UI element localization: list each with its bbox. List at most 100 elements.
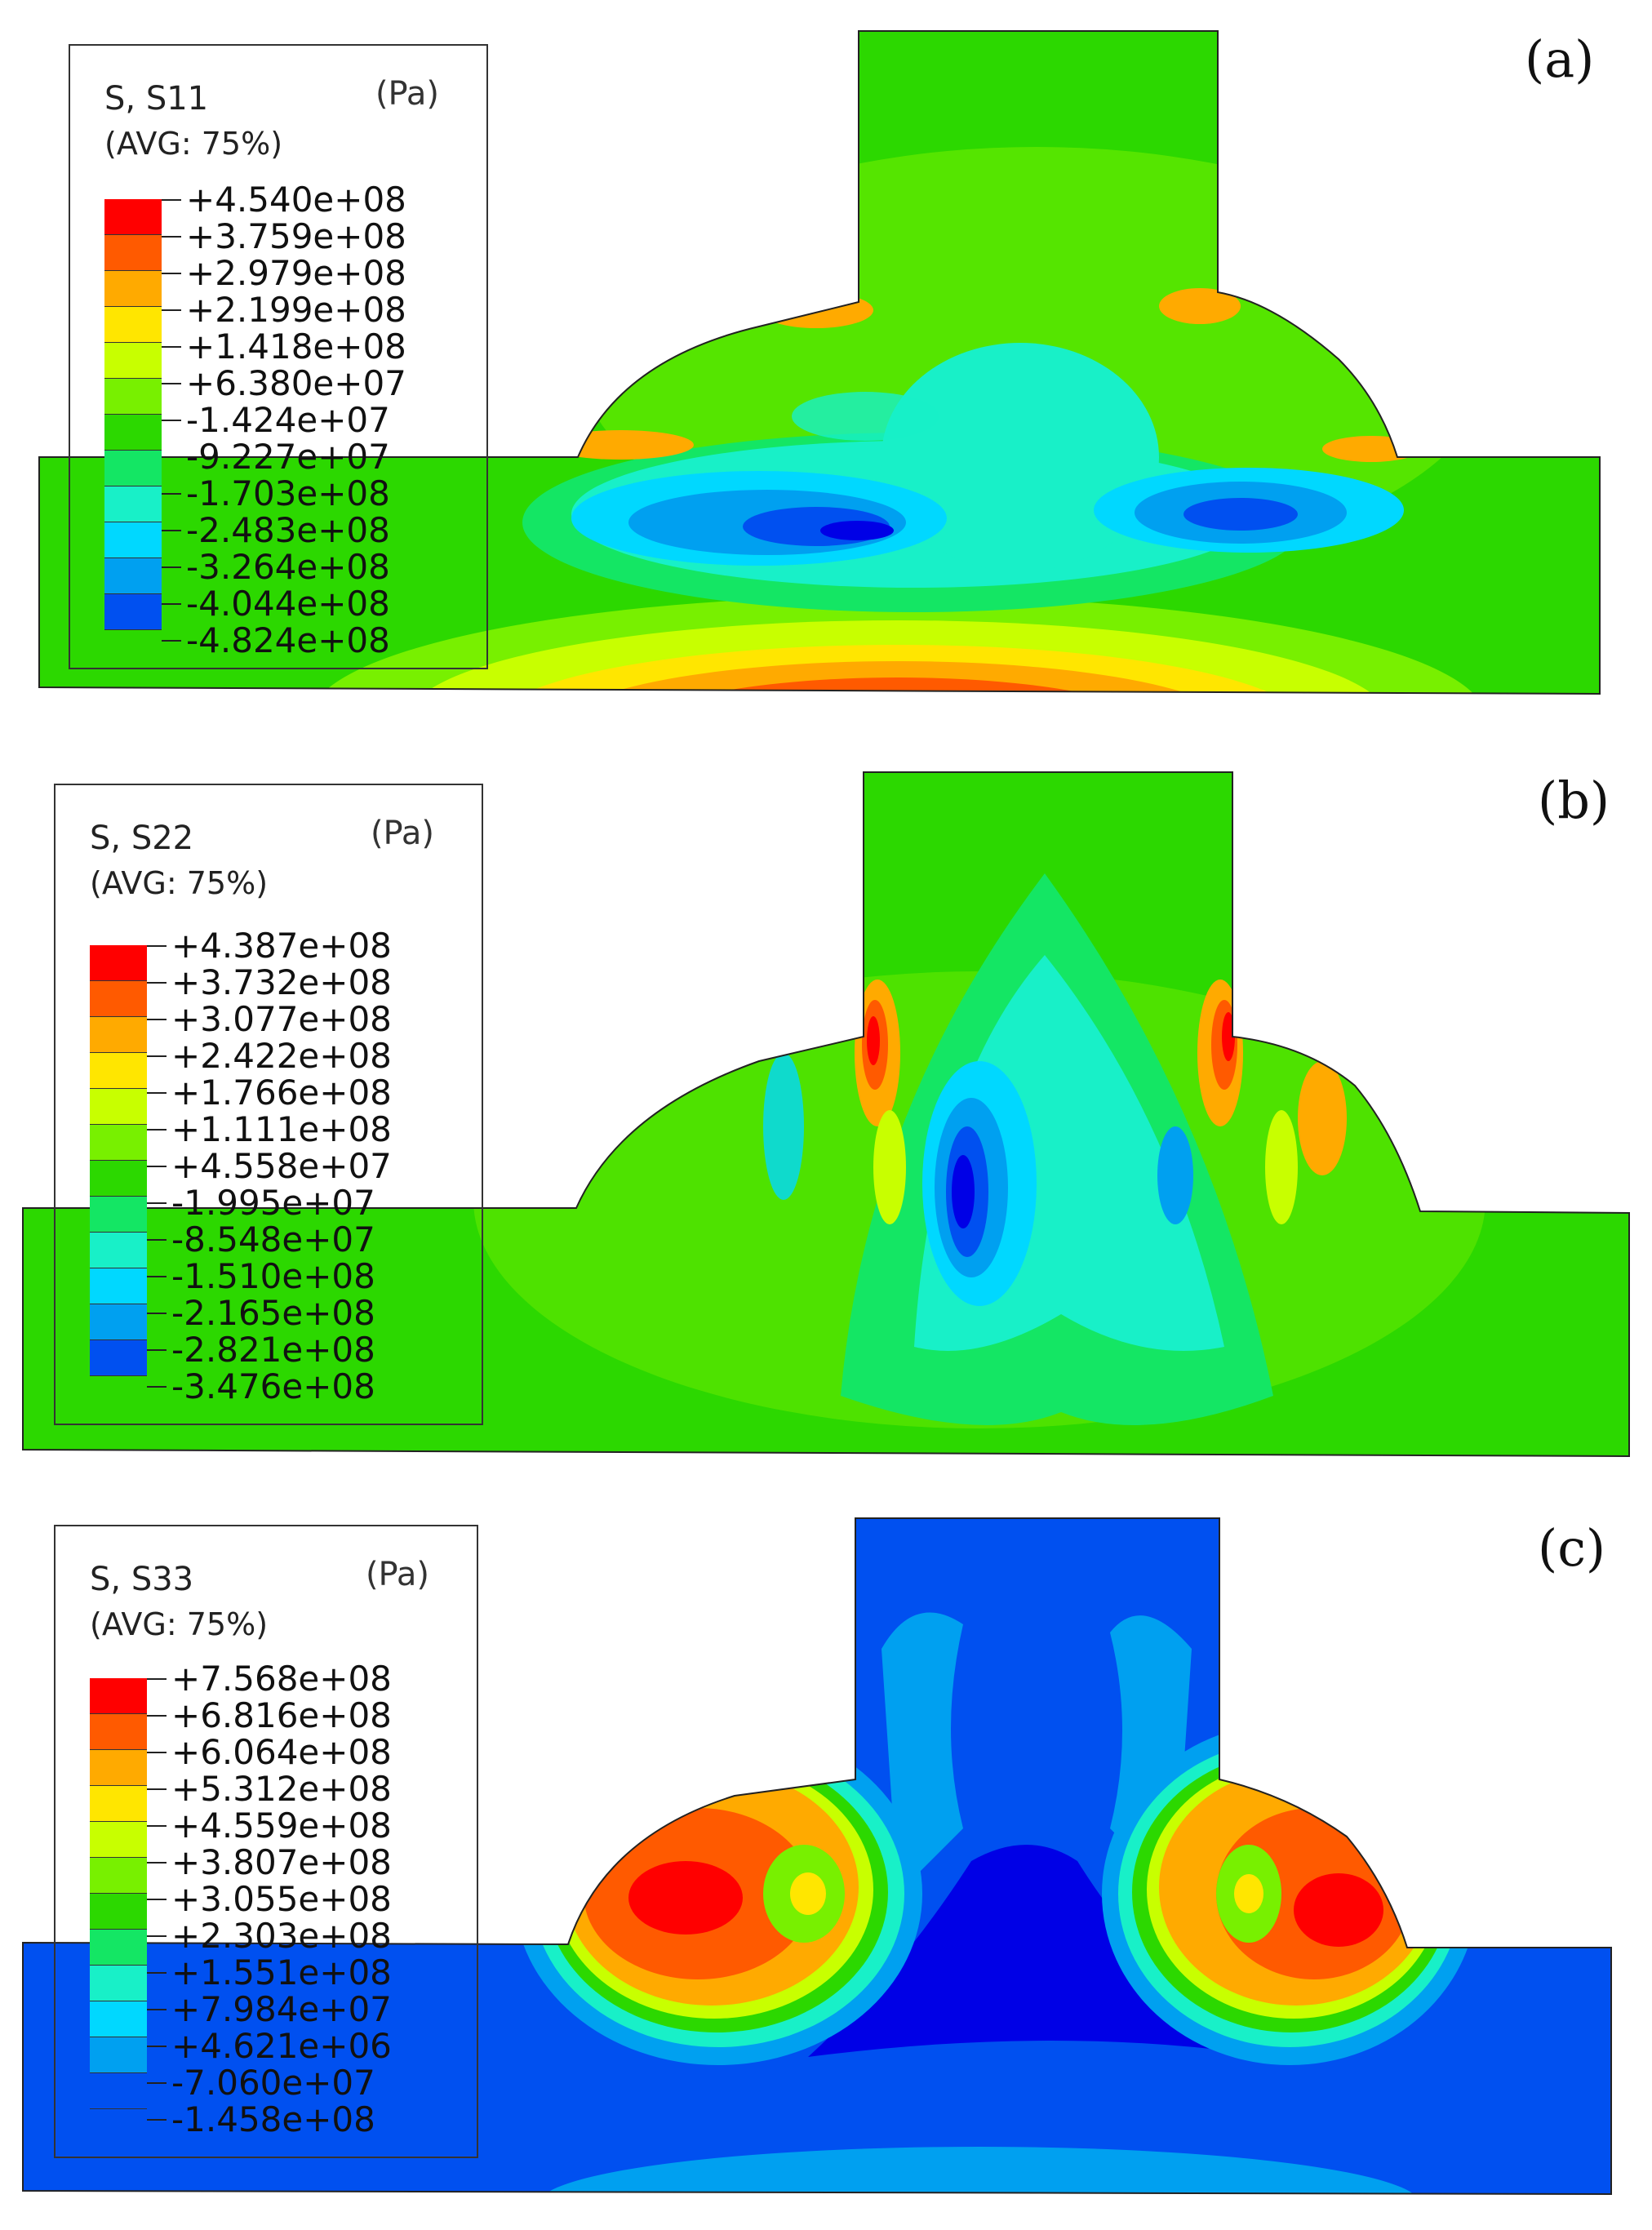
- legend-unit: (Pa): [370, 815, 434, 852]
- legend-avg: (AVG: 75%): [90, 865, 269, 901]
- legend-value: +7.984e+07: [171, 1989, 392, 2029]
- legend-swatch: [90, 1340, 147, 1376]
- legend-swatch: [104, 486, 162, 522]
- legend-avg-text: AVG: 75%: [116, 126, 271, 162]
- legend-tick: [147, 2009, 167, 2010]
- color-bar: [104, 199, 162, 630]
- legend-value: -3.476e+08: [171, 1366, 375, 1406]
- legend-tick: [162, 640, 181, 642]
- legend-value: +1.111e+08: [171, 1109, 392, 1149]
- panel-c: S, S33 (Pa) (AVG: 75%) +7.568e+08 +6.816e…: [0, 1486, 1652, 2228]
- legend-swatch: [90, 1233, 147, 1268]
- legend-value: -4.824e+08: [186, 620, 390, 660]
- legend-value: +1.418e+08: [186, 327, 406, 366]
- legend-tick: [147, 1972, 167, 1974]
- legend-swatch: [90, 1017, 147, 1053]
- legend-tick: [147, 2119, 167, 2121]
- legend-tick: [162, 273, 181, 274]
- legend-swatch: [90, 1678, 147, 1714]
- legend-tick: [162, 199, 181, 201]
- legend-tick: [147, 1239, 167, 1241]
- legend-tick: [147, 1166, 167, 1167]
- legend-avg: (AVG: 75%): [104, 126, 283, 162]
- legend-tick: [162, 236, 181, 238]
- legend-swatch: [104, 522, 162, 558]
- legend-tick: [147, 1678, 167, 1680]
- legend-tick: [162, 530, 181, 531]
- legend-value: +4.558e+07: [171, 1146, 392, 1186]
- color-bar: [90, 945, 147, 1376]
- legend-value: +2.303e+08: [171, 1916, 392, 1956]
- legend-swatch: [90, 1268, 147, 1304]
- legend-tick: [162, 493, 181, 495]
- legend-tick: [147, 1752, 167, 1753]
- legend-swatch: [104, 558, 162, 594]
- legend-avg-text: AVG: 75%: [101, 1606, 256, 1642]
- legend-value: +4.559e+08: [171, 1806, 392, 1846]
- legend-value: -1.510e+08: [171, 1256, 375, 1296]
- legend-swatch: [90, 1966, 147, 2001]
- legend-s33: S, S33 (Pa) (AVG: 75%) +7.568e+08 +6.816e…: [54, 1525, 478, 2158]
- panel-a: S, S11 (Pa) (AVG: 75%) +4.540e+08 +3.759e…: [0, 0, 1652, 743]
- legend-value: -2.165e+08: [171, 1293, 375, 1333]
- legend-tick: [147, 1825, 167, 1827]
- legend-avg: (AVG: 75%): [90, 1606, 269, 1642]
- legend-value: +6.064e+08: [171, 1732, 392, 1772]
- legend-value: +3.759e+08: [186, 216, 406, 256]
- legend-value: -9.227e+07: [186, 437, 390, 477]
- legend-unit: (Pa): [375, 75, 439, 113]
- panel-label: (c): [1538, 1518, 1606, 1578]
- legend-swatch: [104, 343, 162, 379]
- legend-tick: [162, 309, 181, 311]
- legend-value: -8.548e+07: [171, 1219, 375, 1259]
- legend-value: +2.979e+08: [186, 253, 406, 293]
- legend-value: -1.995e+07: [171, 1183, 375, 1223]
- legend-swatch: [90, 1197, 147, 1233]
- legend-value: +1.766e+08: [171, 1073, 392, 1113]
- legend-swatch: [104, 235, 162, 271]
- legend-unit: (Pa): [365, 1556, 429, 1593]
- legend-value: -2.483e+08: [186, 510, 390, 550]
- legend-tick: [147, 1129, 167, 1131]
- legend-tick: [147, 2082, 167, 2084]
- legend-value: -7.060e+07: [171, 2063, 375, 2103]
- legend-swatch: [104, 594, 162, 630]
- legend-swatch: [104, 199, 162, 235]
- legend-swatch: [90, 1125, 147, 1161]
- legend-title: S, S33: [90, 1561, 194, 1598]
- legend-swatch: [90, 1930, 147, 1966]
- legend-tick: [147, 1899, 167, 1900]
- legend-swatch: [90, 1822, 147, 1858]
- contour-plot-s33: [22, 1517, 1612, 2196]
- legend-swatch: [104, 415, 162, 451]
- legend-swatch: [90, 945, 147, 981]
- contour-plot-s11: [38, 30, 1601, 695]
- legend-tick: [162, 456, 181, 458]
- legend-title: S, S11: [104, 80, 209, 118]
- legend-swatch: [90, 1786, 147, 1822]
- legend-value: +4.387e+08: [171, 926, 392, 966]
- legend-s22: S, S22 (Pa) (AVG: 75%) +4.387e+08 +3.732e…: [54, 784, 483, 1425]
- legend-tick: [147, 1019, 167, 1020]
- legend-tick: [147, 1386, 167, 1388]
- legend-value: +1.551e+08: [171, 1952, 392, 1992]
- legend-tick: [147, 1313, 167, 1314]
- legend-value: +3.732e+08: [171, 962, 392, 1002]
- panel-label: (a): [1525, 29, 1595, 89]
- legend-value: +3.055e+08: [171, 1879, 392, 1919]
- legend-tick: [162, 566, 181, 568]
- legend-value: -1.424e+07: [186, 400, 390, 440]
- legend-value: +2.422e+08: [171, 1036, 392, 1076]
- contour-plot-s22: [22, 771, 1630, 1458]
- legend-value: +3.077e+08: [171, 999, 392, 1039]
- legend-tick: [162, 603, 181, 605]
- legend-tick: [162, 346, 181, 348]
- legend-value: +5.312e+08: [171, 1769, 392, 1809]
- legend-value: -3.264e+08: [186, 547, 390, 587]
- panel-label: (b): [1538, 771, 1610, 830]
- legend-swatch: [104, 307, 162, 343]
- legend-tick: [147, 2046, 167, 2047]
- legend-tick: [147, 1788, 167, 1790]
- legend-swatch: [90, 1161, 147, 1197]
- legend-title: S, S22: [90, 820, 194, 857]
